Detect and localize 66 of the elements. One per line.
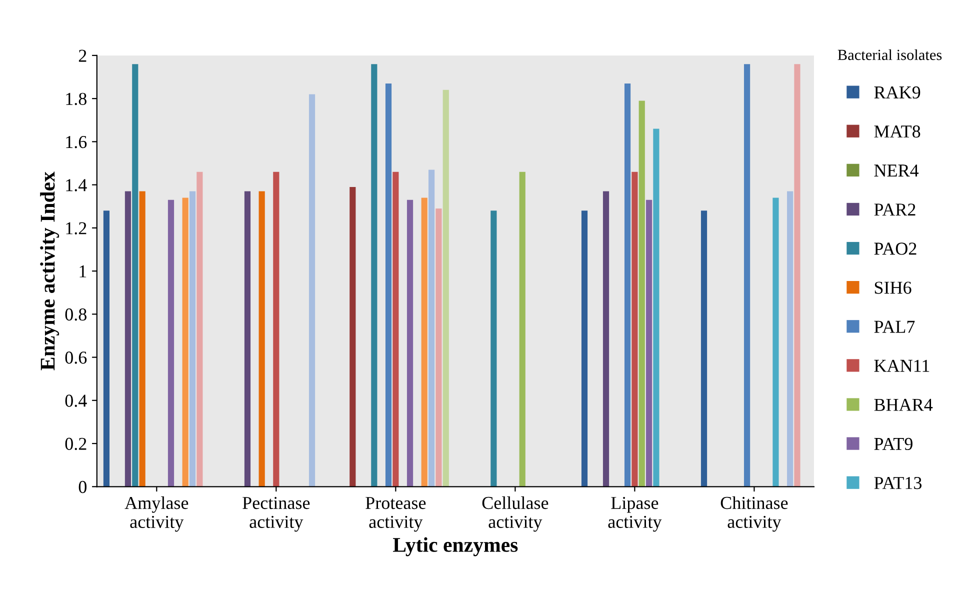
bar xyxy=(581,210,588,487)
bar xyxy=(602,191,610,487)
y-tick-label: 1.2 xyxy=(66,222,86,234)
legend-label: SIH6 xyxy=(874,282,912,294)
bar xyxy=(371,64,378,487)
bar xyxy=(385,83,392,487)
bar xyxy=(132,64,138,487)
bar xyxy=(124,191,132,487)
bar xyxy=(406,200,414,487)
y-tick-label: 1 xyxy=(80,265,86,278)
bar xyxy=(273,172,280,487)
bar xyxy=(787,191,794,487)
x-tick-label: Chitinase activity xyxy=(720,496,788,532)
y-tick-label: 0.4 xyxy=(65,394,87,407)
bar xyxy=(392,172,399,487)
y-tick-label: 0 xyxy=(78,480,86,494)
bar xyxy=(744,64,750,487)
y-tick-label: 1.6 xyxy=(66,136,87,148)
bar xyxy=(421,198,428,487)
y-tick-label: 1.8 xyxy=(66,92,86,106)
legend-label: BHAR4 xyxy=(874,398,933,411)
y-tick-label: 0.6 xyxy=(65,352,87,364)
bar xyxy=(103,210,110,487)
bar xyxy=(139,191,146,487)
legend-label: PAL7 xyxy=(874,320,915,333)
legend-label: PAO2 xyxy=(874,242,916,255)
legend-label: PAT13 xyxy=(874,476,922,490)
y-axis-title: Enzyme activity Index xyxy=(40,172,60,370)
x-tick-label: Pectinase activity xyxy=(242,496,310,532)
bar xyxy=(258,191,265,487)
legend-title: Bacterial isolates xyxy=(838,49,942,60)
bar xyxy=(653,128,660,487)
y-tick-label: 2 xyxy=(78,50,86,62)
bar xyxy=(638,100,645,487)
bar xyxy=(519,172,526,487)
bar xyxy=(490,210,497,487)
bar xyxy=(308,94,316,487)
bar xyxy=(632,172,638,487)
bar xyxy=(428,170,435,487)
x-tick-label: Amylase activity xyxy=(124,496,188,532)
bar xyxy=(700,210,708,487)
y-tick-label: 0.8 xyxy=(65,308,86,321)
bar xyxy=(182,198,188,487)
bar xyxy=(436,208,442,487)
bar xyxy=(794,64,800,487)
legend-label: RAK9 xyxy=(874,86,920,99)
bar xyxy=(196,172,203,487)
bar xyxy=(189,191,196,487)
x-tick-label: Protease activity xyxy=(366,497,426,532)
x-tick-label: Cellulase activity xyxy=(482,496,548,532)
legend-label: PAR2 xyxy=(874,204,916,216)
bar xyxy=(772,198,779,487)
bar xyxy=(168,200,174,487)
bar xyxy=(350,186,356,487)
bar xyxy=(244,191,251,487)
legend-label: NER4 xyxy=(874,164,919,176)
legend-label: KAN11 xyxy=(874,360,930,372)
bar xyxy=(442,90,449,487)
x-axis-title: Lytic enzymes xyxy=(393,537,518,556)
x-tick-label: Lipase activity xyxy=(608,496,662,532)
y-tick-label: 1.4 xyxy=(66,179,87,192)
y-tick-label: 0.2 xyxy=(65,438,86,450)
bar xyxy=(624,83,631,487)
legend-label: MAT8 xyxy=(874,125,920,138)
legend-label: PAT9 xyxy=(874,438,912,450)
bar xyxy=(646,200,652,487)
